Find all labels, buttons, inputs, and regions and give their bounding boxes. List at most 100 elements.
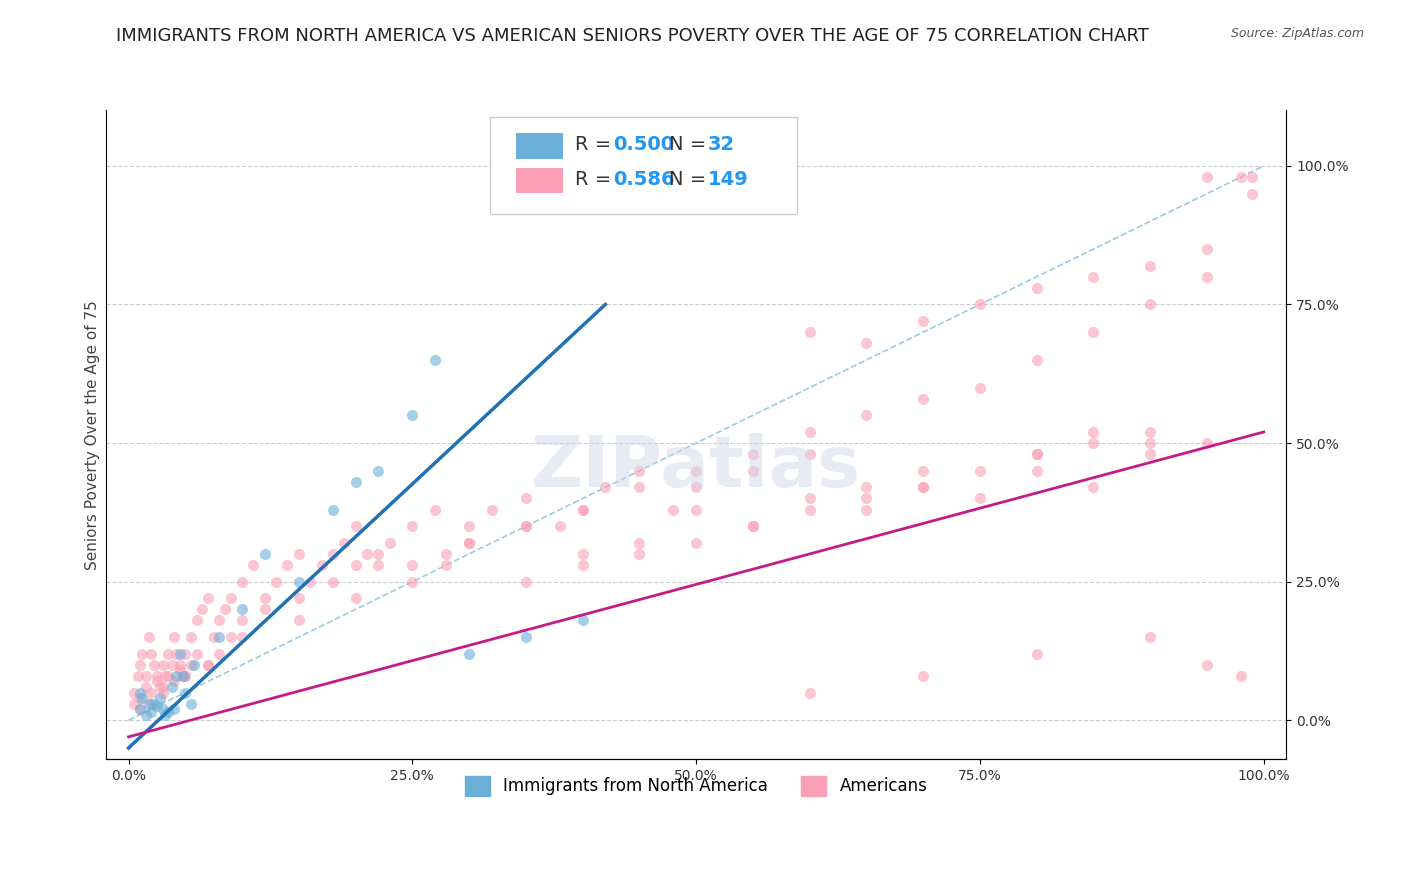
Point [163,630,186,644]
Point [160,680,183,694]
Text: 0.586: 0.586 [613,169,675,189]
Point [1195,169,1218,184]
Text: 32: 32 [709,136,735,154]
Point [458,536,481,550]
Point [855,491,877,506]
Legend: Immigrants from North America, Americans: Immigrants from North America, Americans [458,769,934,803]
Point [912,669,935,683]
Point [333,536,356,550]
Point [799,325,821,339]
Point [855,336,877,351]
Point [322,547,344,561]
Point [153,669,176,683]
Point [515,491,537,506]
Point [367,464,389,478]
Point [146,669,169,683]
Point [1139,259,1161,273]
Point [253,602,276,616]
Point [322,502,344,516]
FancyBboxPatch shape [489,117,797,214]
Point [165,647,187,661]
Point [662,502,685,516]
Point [129,691,152,706]
Point [548,519,571,533]
Text: Source: ZipAtlas.com: Source: ZipAtlas.com [1230,27,1364,40]
Point [174,685,197,699]
Point [912,480,935,494]
Point [436,547,458,561]
Point [1241,169,1264,184]
Point [1083,436,1105,450]
Point [152,657,174,672]
Point [208,630,231,644]
Text: 149: 149 [709,169,749,189]
Point [186,647,208,661]
Point [799,447,821,461]
Point [1139,447,1161,461]
Point [276,558,298,572]
Point [186,614,208,628]
Point [1025,647,1047,661]
Point [458,536,481,550]
Point [458,519,481,533]
Point [180,630,202,644]
Point [288,547,311,561]
Point [264,574,287,589]
Point [515,519,537,533]
Point [180,657,202,672]
Text: R =: R = [575,136,617,154]
Point [356,547,378,561]
Point [969,491,991,506]
Point [628,547,651,561]
Point [855,480,877,494]
Point [253,547,276,561]
Point [288,614,311,628]
Point [202,630,225,644]
Point [742,464,765,478]
Text: ZIPatlas: ZIPatlas [531,433,862,501]
Point [129,702,152,716]
Point [129,702,152,716]
Point [742,519,765,533]
Point [515,630,537,644]
Point [138,697,160,711]
Point [127,669,149,683]
Point [344,591,367,606]
Y-axis label: Seniors Poverty Over the Age of 75: Seniors Poverty Over the Age of 75 [86,300,100,570]
Text: N =: N = [669,169,713,189]
Point [481,502,503,516]
Point [149,691,172,706]
Point [515,574,537,589]
Point [135,680,157,694]
Point [595,480,617,494]
Point [131,647,153,661]
Point [401,409,423,423]
Point [1195,436,1218,450]
Point [969,464,991,478]
Text: R =: R = [575,169,617,189]
Point [172,669,194,683]
Point [141,685,163,699]
Point [742,447,765,461]
Point [1139,297,1161,311]
Point [344,519,367,533]
Point [571,502,593,516]
Point [401,574,423,589]
Point [157,669,180,683]
Point [969,297,991,311]
Point [138,630,160,644]
Point [1025,464,1047,478]
Point [197,657,219,672]
Point [855,409,877,423]
Point [169,657,191,672]
Point [571,547,593,561]
Point [912,392,935,406]
Point [288,574,311,589]
Point [969,381,991,395]
FancyBboxPatch shape [516,168,562,194]
Point [401,519,423,533]
Point [1083,480,1105,494]
Point [799,425,821,439]
Point [628,480,651,494]
Point [685,536,707,550]
